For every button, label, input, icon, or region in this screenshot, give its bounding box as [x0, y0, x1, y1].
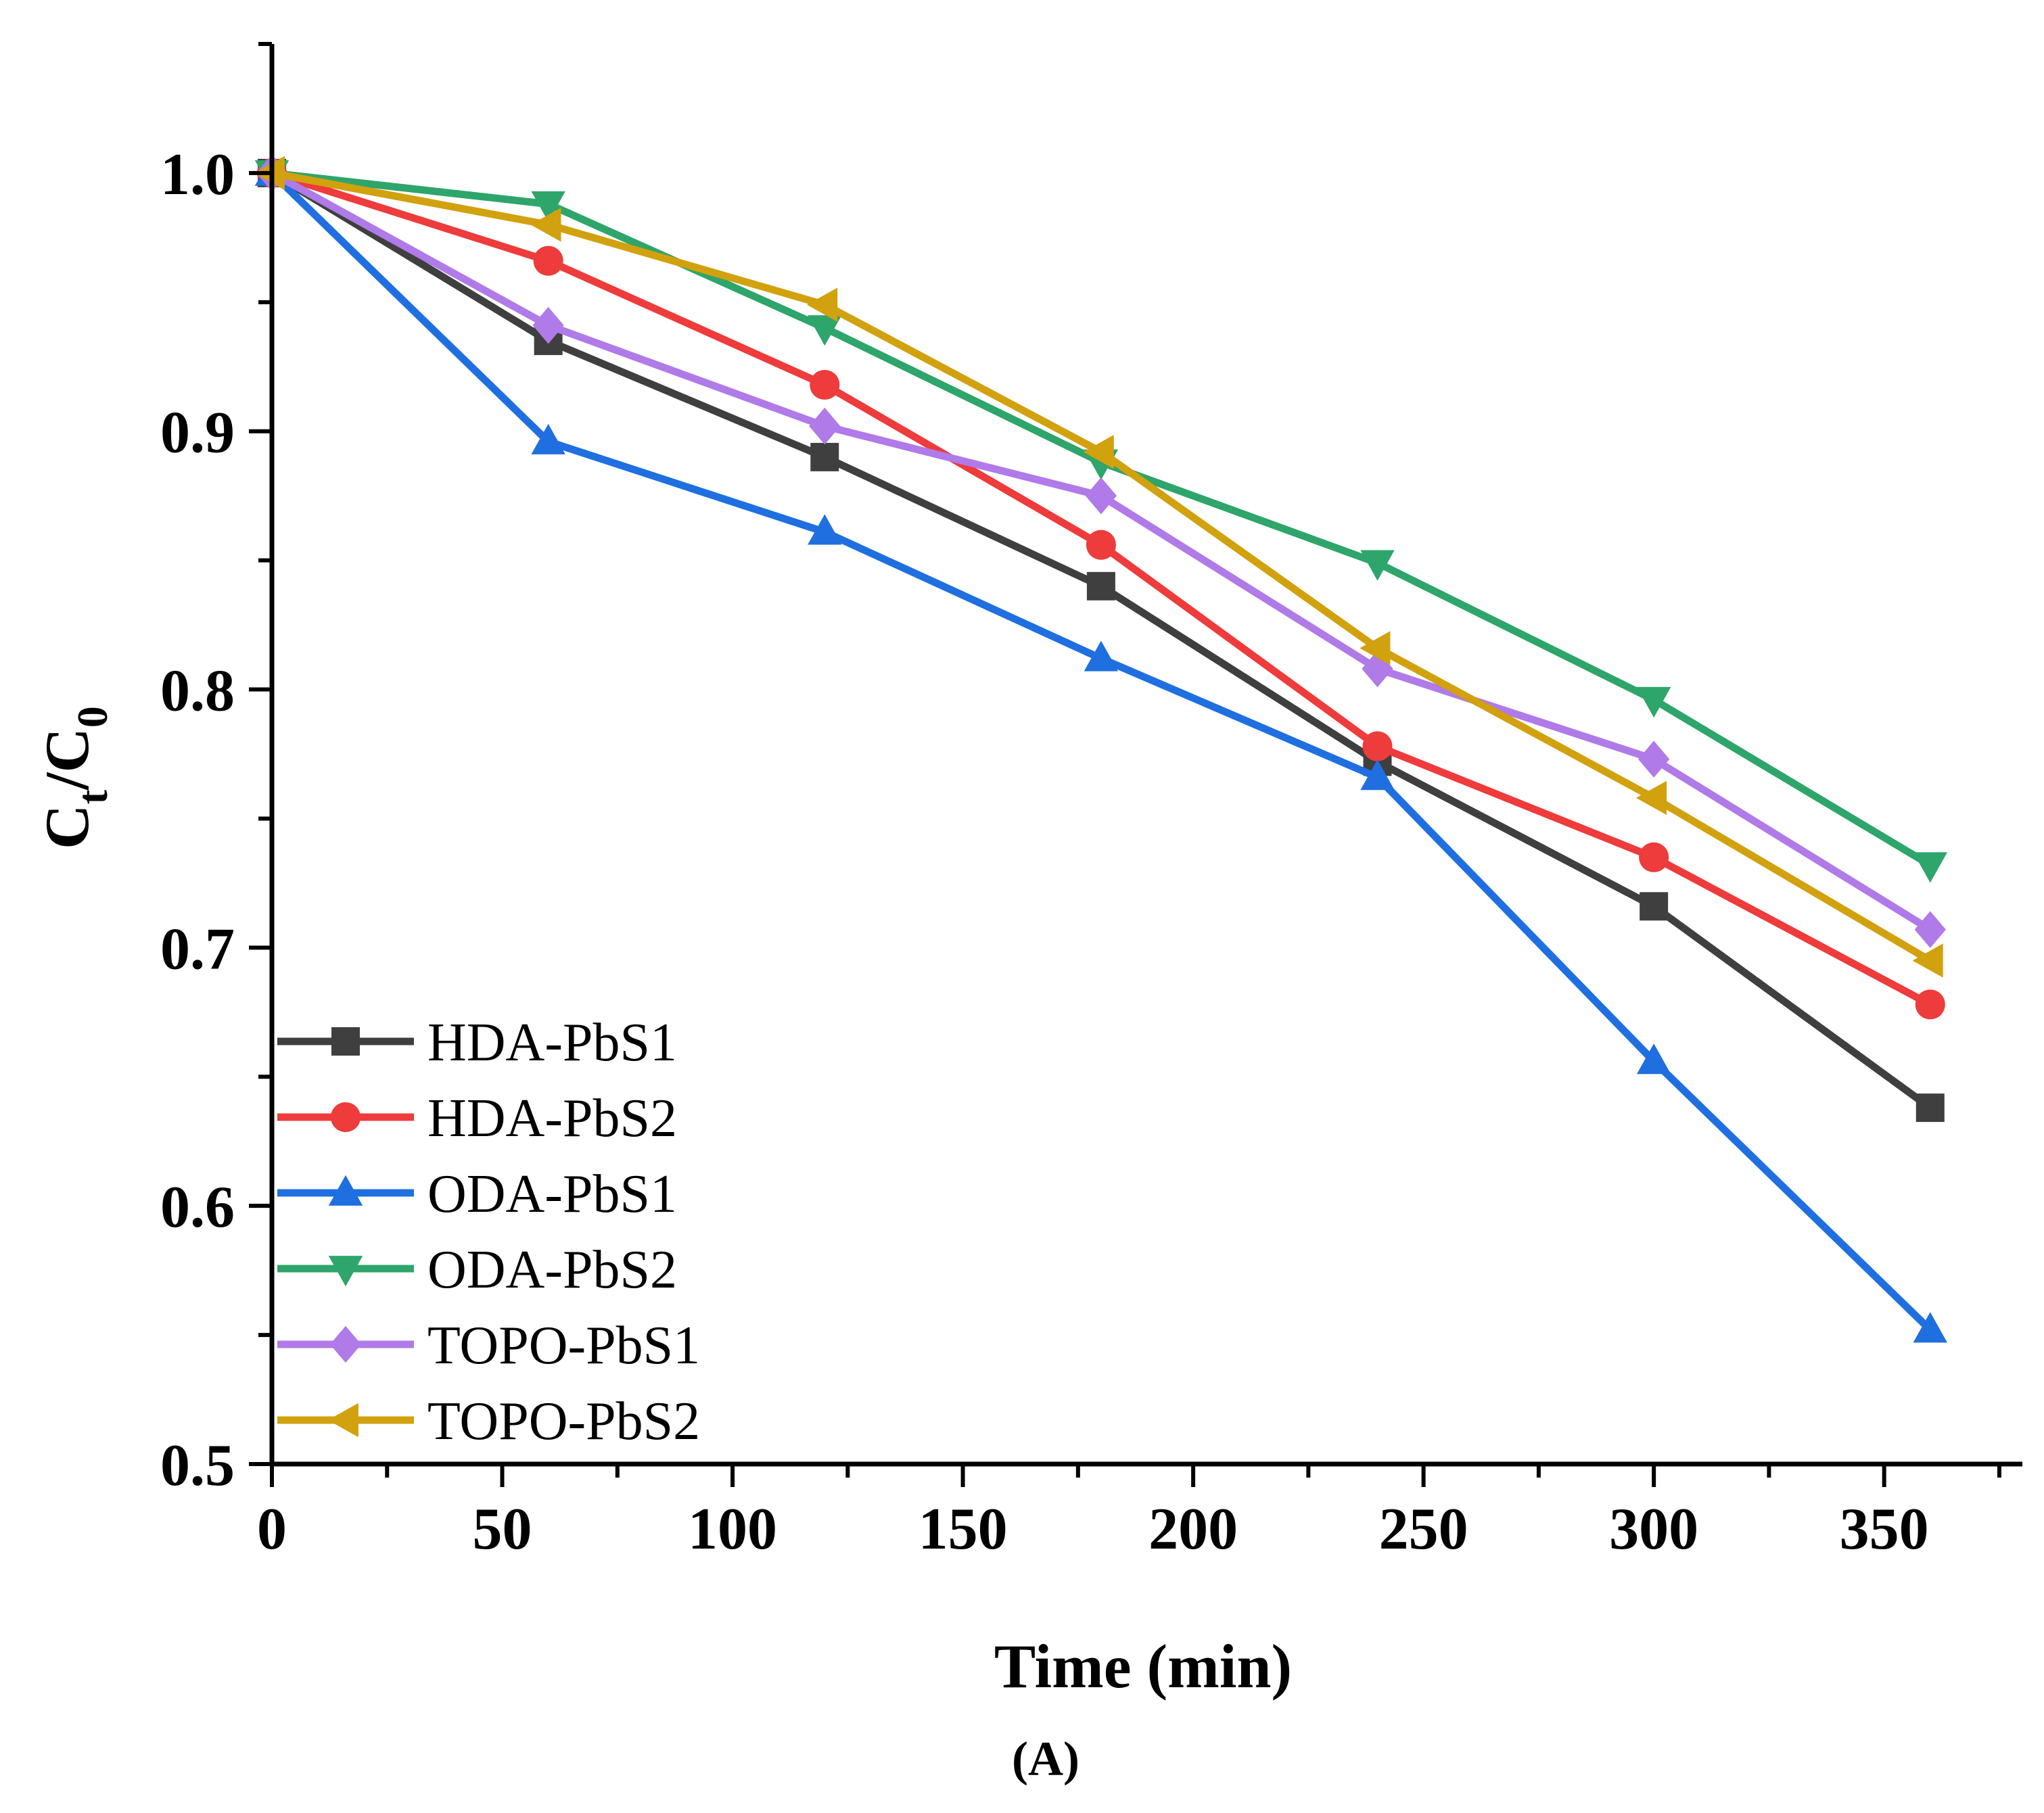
- x-axis-title: Time (min): [994, 1632, 1292, 1701]
- y-tick-label: 1.0: [160, 142, 235, 208]
- panel-label: (A): [1012, 1732, 1079, 1786]
- data-point: [808, 315, 842, 346]
- data-point: [810, 369, 840, 400]
- legend-item: TOPO-PbS2: [277, 1392, 700, 1451]
- data-point: [1912, 943, 1943, 978]
- legend-marker: [328, 1175, 363, 1206]
- y-tick-label: 0.7: [160, 916, 235, 982]
- data-point: [1640, 892, 1669, 921]
- data-point: [533, 245, 563, 276]
- data-point: [532, 306, 564, 344]
- data-point: [1636, 1043, 1671, 1075]
- axes-layer: 0 50 100 150 200 250 300 350 0.5 0.6 0.7 0.8 0.9 1.0: [160, 42, 2022, 1562]
- data-point: [530, 208, 561, 242]
- series-layer: [254, 154, 1947, 1343]
- data-point: [1084, 640, 1119, 672]
- legend-item: ODA-PbS1: [277, 1164, 677, 1224]
- legend-marker: [327, 1403, 358, 1438]
- legend-marker: [330, 1102, 361, 1133]
- series-line: [271, 169, 1932, 964]
- x-tick-label: 50: [473, 1497, 532, 1562]
- legend-marker: [329, 1325, 362, 1363]
- legend-label: HDA-PbS1: [427, 1013, 677, 1073]
- legend-item: HDA-PbS2: [277, 1089, 677, 1148]
- legend: HDA-PbS1 HDA-PbS2 ODA-PbS1 ODA-PbS2 TOPO-PbS…: [277, 1013, 700, 1451]
- legend-label: TOPO-PbS2: [427, 1392, 700, 1451]
- data-point: [1086, 529, 1116, 560]
- series-oda-pbs2: [254, 160, 1947, 883]
- legend-label: ODA-PbS1: [427, 1164, 677, 1224]
- series-line: [269, 170, 1933, 1333]
- data-point: [809, 407, 841, 445]
- data-point: [1638, 740, 1670, 778]
- y-tick-label: 0.6: [160, 1175, 235, 1240]
- x-tick-label: 250: [1379, 1497, 1468, 1562]
- x-tick-label: 0: [257, 1497, 287, 1562]
- x-tick-label: 200: [1148, 1497, 1238, 1562]
- data-point: [808, 514, 842, 545]
- x-tick-label: 300: [1609, 1497, 1698, 1562]
- data-point: [1083, 435, 1114, 469]
- legend-label: ODA-PbS2: [427, 1240, 677, 1300]
- data-point: [1913, 852, 1947, 883]
- data-point: [1913, 1312, 1947, 1343]
- data-point: [1086, 571, 1115, 601]
- data-point: [1915, 989, 1945, 1020]
- legend-item: ODA-PbS2: [277, 1240, 677, 1300]
- data-point: [1360, 550, 1395, 581]
- data-point: [1914, 911, 1946, 948]
- data-point: [1915, 1093, 1945, 1123]
- y-tick-label: 0.5: [160, 1433, 235, 1499]
- data-point: [807, 287, 838, 322]
- legend-marker: [328, 1256, 363, 1287]
- y-tick-label: 0.8: [160, 659, 235, 724]
- data-point: [1636, 686, 1671, 718]
- data-point: [531, 191, 565, 222]
- legend-marker: [331, 1027, 360, 1056]
- data-point: [810, 442, 839, 471]
- legend-item: HDA-PbS1: [277, 1013, 677, 1073]
- y-axis-title: Ct/C0: [32, 706, 116, 849]
- x-tick-label: 150: [919, 1497, 1008, 1562]
- y-tick-label: 0.9: [160, 400, 235, 466]
- legend-item: TOPO-PbS1: [277, 1316, 700, 1375]
- data-point: [1360, 759, 1395, 791]
- series-topo-pbs2: [254, 156, 1943, 978]
- data-point: [1085, 477, 1117, 515]
- legend-label: TOPO-PbS1: [427, 1316, 700, 1375]
- data-point: [1360, 631, 1391, 665]
- data-point: [1635, 780, 1667, 816]
- x-tick-label: 350: [1840, 1497, 1929, 1562]
- data-point: [1362, 731, 1393, 761]
- data-point: [1639, 842, 1669, 872]
- x-tick-label: 100: [688, 1497, 777, 1562]
- series-topo-pbs1: [256, 154, 1946, 948]
- series-line: [271, 169, 1932, 868]
- data-point: [531, 423, 565, 454]
- legend-label: HDA-PbS2: [427, 1089, 677, 1148]
